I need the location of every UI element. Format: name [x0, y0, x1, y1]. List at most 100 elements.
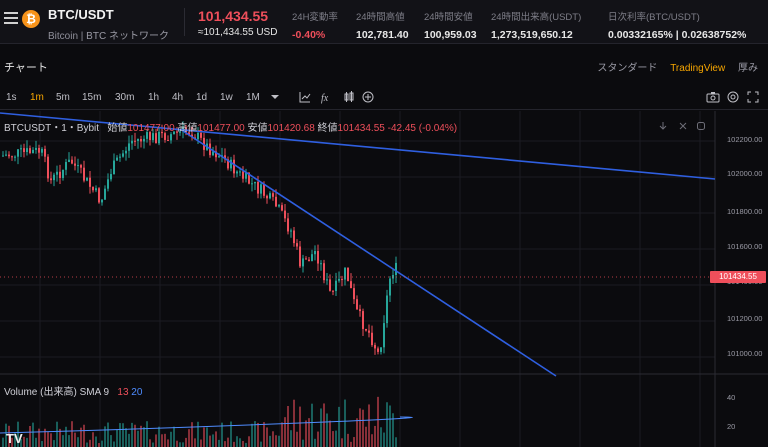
volume-bar	[116, 429, 118, 447]
tf-5m[interactable]: 5m	[56, 92, 70, 103]
candle-body	[389, 278, 391, 296]
volume-bar	[239, 438, 241, 447]
menu-icon[interactable]	[4, 12, 18, 26]
candle-body	[122, 153, 124, 157]
volume-bar	[368, 404, 370, 447]
candle-body	[317, 251, 319, 264]
price-chart[interactable]	[0, 111, 768, 447]
volume-bar	[314, 438, 316, 447]
candle-body	[92, 186, 94, 191]
volume-bar	[188, 429, 190, 447]
view-depth[interactable]: 厚み	[738, 63, 758, 74]
tf-1d[interactable]: 1d	[196, 92, 208, 103]
candle-body	[29, 148, 31, 154]
candle-body	[359, 309, 361, 312]
volume-bar	[173, 426, 175, 447]
volume-bar	[83, 424, 85, 447]
candle-body	[377, 348, 379, 352]
volume-bar	[38, 428, 40, 447]
candle-body	[161, 131, 163, 134]
candle-body	[101, 199, 103, 203]
price-axis-label: 101200.00	[727, 314, 763, 323]
candle-body	[200, 132, 202, 138]
volume-bar	[317, 431, 319, 447]
settings-icon[interactable]	[726, 90, 740, 104]
tf-1h[interactable]: 1h	[148, 92, 160, 103]
candle-body	[287, 218, 289, 232]
arrow-down-icon[interactable]	[658, 121, 668, 131]
ticker-header: ₿ BTC/USDT Bitcoin | BTC ネットワーク 101,434.…	[0, 0, 768, 44]
candle-body	[374, 345, 376, 349]
candle-body	[350, 281, 352, 289]
volume-bar	[56, 421, 58, 447]
candle-body	[305, 258, 307, 260]
volume-bar	[107, 422, 109, 447]
candle-body	[116, 157, 118, 161]
candle-body	[44, 148, 46, 157]
tf-15m[interactable]: 15m	[82, 92, 102, 103]
function-icon[interactable]: fx	[320, 90, 334, 104]
camera-icon[interactable]	[706, 90, 720, 104]
volume-bar	[14, 432, 16, 447]
candle-body	[38, 147, 40, 153]
volume-bar	[128, 433, 130, 447]
tf-1M[interactable]: 1M	[246, 92, 260, 103]
volume-bar	[134, 424, 136, 447]
volume-bar	[197, 421, 199, 447]
volume-bar	[122, 423, 124, 447]
volume-bar	[311, 403, 313, 447]
tf-1s[interactable]: 1s	[6, 92, 17, 103]
view-tradingview[interactable]: TradingView	[670, 63, 726, 74]
volume-bar	[215, 431, 217, 447]
candle-body	[353, 288, 355, 300]
volume-bar	[104, 426, 106, 447]
volume-bar	[131, 422, 133, 447]
chart-area[interactable]: BTCUSDT・1・Bybit 始値101477.00 高値101477.00 …	[0, 111, 768, 447]
tf-1w[interactable]: 1w	[220, 92, 233, 103]
candle-body	[278, 205, 280, 207]
candle-body	[134, 140, 136, 142]
candle-body	[290, 230, 292, 232]
volume-bar	[221, 422, 223, 447]
tab-chart[interactable]: チャート	[4, 62, 48, 74]
volume-bar	[260, 441, 262, 447]
candle-body	[140, 138, 142, 142]
volume-bar	[380, 427, 382, 447]
volume-bar	[218, 439, 220, 447]
pair-title[interactable]: BTC/USDT	[48, 7, 114, 22]
volume-bar	[227, 437, 229, 447]
candle-body	[338, 279, 340, 281]
last-price-usd: ≈101,434.55 USD	[198, 27, 278, 38]
candle-body	[356, 299, 358, 310]
candle-body	[173, 131, 175, 135]
candle-body	[170, 134, 172, 141]
candle-body	[239, 171, 241, 173]
volume-bar	[209, 435, 211, 447]
volume-bar	[347, 433, 349, 447]
candle-body	[41, 148, 43, 153]
candle-body	[269, 193, 271, 199]
view-standard[interactable]: スタンダード	[597, 63, 658, 74]
candle-body	[146, 132, 148, 139]
add-indicator-icon[interactable]	[361, 90, 375, 104]
volume-bar	[278, 435, 280, 447]
volume-bar	[206, 427, 208, 447]
candle-body	[320, 263, 322, 265]
candle-body	[380, 347, 382, 352]
volume-bar	[8, 425, 10, 447]
tf-30m[interactable]: 30m	[115, 92, 135, 103]
close-icon[interactable]	[678, 121, 688, 131]
volume-bar	[194, 438, 196, 447]
candle-body	[23, 148, 25, 152]
tf-1m[interactable]: 1m	[30, 92, 44, 103]
timeframe-dropdown-icon[interactable]	[268, 90, 282, 104]
candle-type-icon[interactable]	[342, 90, 356, 104]
volume-bar	[17, 421, 19, 447]
maximize-icon[interactable]	[696, 121, 706, 131]
volume-bar	[296, 431, 298, 447]
indicator-chart-icon[interactable]	[298, 90, 312, 104]
tf-4h[interactable]: 4h	[172, 92, 184, 103]
candle-body	[347, 267, 349, 282]
fullscreen-icon[interactable]	[746, 90, 760, 104]
volume-bar	[248, 436, 250, 447]
